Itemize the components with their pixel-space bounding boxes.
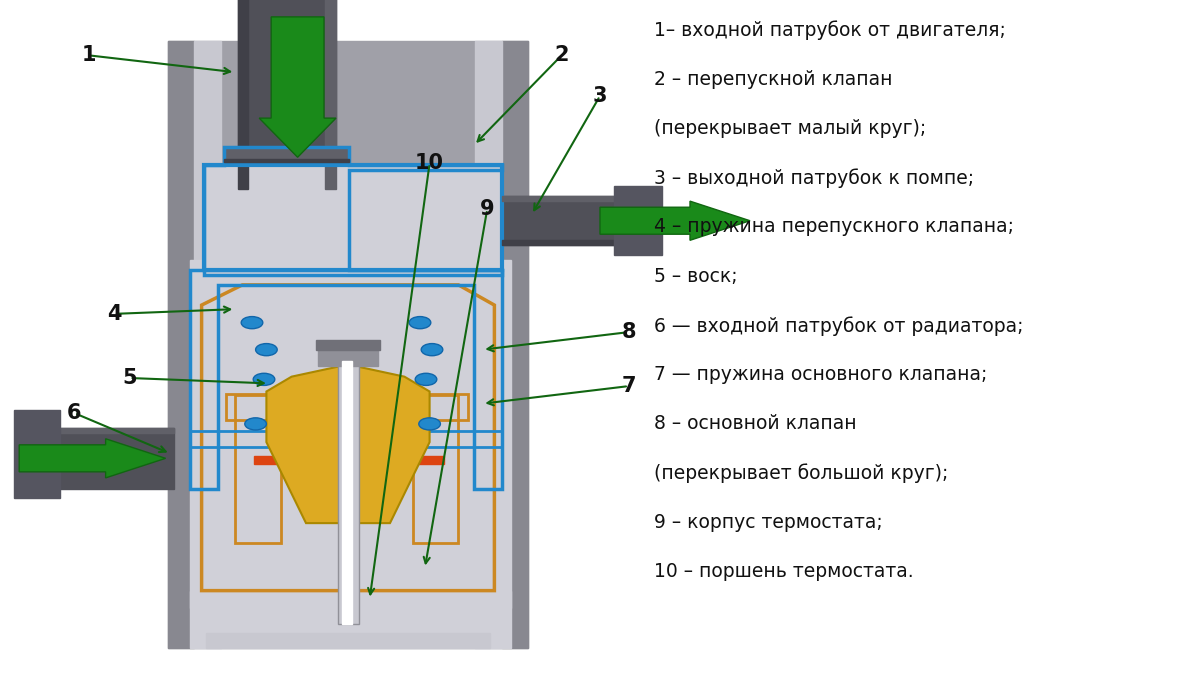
Circle shape — [253, 373, 275, 385]
Circle shape — [241, 317, 263, 329]
Bar — [204, 165, 502, 270]
Bar — [190, 591, 511, 648]
Bar — [190, 260, 511, 608]
Text: 4 – пружина перепускного клапана;: 4 – пружина перепускного клапана; — [654, 217, 1014, 236]
Bar — [413, 395, 458, 543]
Text: 10: 10 — [415, 153, 444, 173]
Text: 6: 6 — [67, 403, 82, 423]
Bar — [14, 410, 60, 498]
FancyArrow shape — [259, 17, 336, 157]
Text: 9: 9 — [480, 199, 494, 219]
Bar — [190, 431, 502, 447]
FancyArrow shape — [19, 439, 166, 478]
Text: (перекрывает большой круг);: (перекрывает большой круг); — [654, 464, 948, 483]
Bar — [238, 0, 248, 189]
Text: 5: 5 — [122, 368, 137, 388]
Bar — [502, 40, 528, 648]
Circle shape — [245, 418, 266, 430]
Text: 8: 8 — [622, 322, 636, 342]
Bar — [206, 633, 490, 648]
Text: 5 – воск;: 5 – воск; — [654, 267, 738, 286]
Bar — [204, 165, 502, 270]
Bar — [342, 361, 352, 624]
Text: 2: 2 — [554, 45, 569, 65]
Bar — [24, 428, 174, 433]
Bar — [475, 40, 502, 648]
Bar — [614, 186, 662, 255]
Bar — [24, 428, 174, 489]
Circle shape — [421, 344, 443, 356]
Text: 4: 4 — [107, 304, 121, 324]
FancyArrow shape — [600, 201, 750, 240]
Bar — [24, 428, 32, 489]
Bar — [502, 240, 652, 245]
Circle shape — [409, 317, 431, 329]
Bar — [502, 196, 652, 245]
Bar — [338, 361, 359, 624]
Circle shape — [415, 373, 437, 385]
Text: (перекрывает малый круг);: (перекрывает малый круг); — [654, 119, 926, 138]
Bar — [238, 0, 336, 189]
Text: 3: 3 — [593, 86, 607, 106]
Text: 1– входной патрубок от двигателя;: 1– входной патрубок от двигателя; — [654, 20, 1006, 40]
Text: 9 – корпус термостата;: 9 – корпус термостата; — [654, 513, 883, 532]
Bar — [168, 40, 194, 648]
Bar — [226, 394, 468, 420]
Bar — [502, 196, 652, 201]
Circle shape — [419, 418, 440, 430]
Bar — [316, 340, 380, 350]
Text: 7 — пружина основного клапана;: 7 — пружина основного клапана; — [654, 365, 988, 384]
Bar — [168, 40, 528, 648]
Text: 6 — входной патрубок от радиатора;: 6 — входной патрубок от радиатора; — [654, 316, 1024, 335]
Bar — [194, 40, 221, 648]
Text: 3 – выходной патрубок к помпе;: 3 – выходной патрубок к помпе; — [654, 168, 974, 188]
Bar — [235, 395, 281, 543]
Bar — [318, 350, 378, 366]
Text: 2 – перепускной клапан: 2 – перепускной клапан — [654, 70, 893, 88]
Bar — [254, 456, 444, 464]
Bar — [224, 159, 349, 162]
Text: 7: 7 — [622, 376, 636, 396]
Text: 10 – поршень термостата.: 10 – поршень термостата. — [654, 562, 913, 581]
Text: 1: 1 — [82, 45, 96, 65]
Bar — [325, 0, 336, 189]
Polygon shape — [266, 364, 430, 523]
Bar — [224, 147, 349, 162]
Text: 8 – основной клапан: 8 – основной клапан — [654, 414, 857, 433]
Circle shape — [256, 344, 277, 356]
